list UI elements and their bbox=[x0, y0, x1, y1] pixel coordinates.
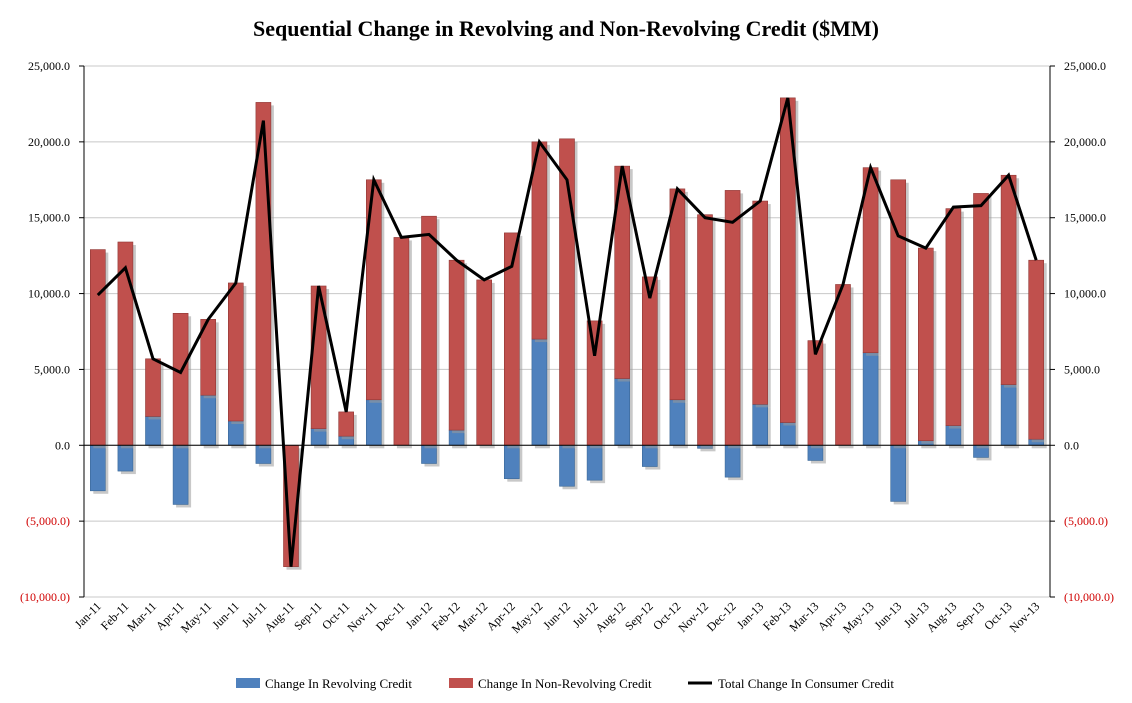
y-tick-label-left: (10,000.0) bbox=[20, 590, 70, 604]
bar-non-revolving bbox=[586, 320, 603, 446]
x-tick-label: Mar-13 bbox=[786, 599, 821, 634]
bar-revolving bbox=[90, 444, 106, 492]
x-tick-label: May-12 bbox=[509, 599, 546, 636]
y-tick-label-right: 10,000.0 bbox=[1064, 287, 1106, 301]
bar-non-revolving bbox=[752, 200, 769, 405]
x-tick-label: Sep-12 bbox=[622, 599, 656, 633]
x-tick-label: Nov-12 bbox=[675, 599, 711, 635]
y-tick-label-right: (10,000.0) bbox=[1064, 590, 1114, 604]
bar-non-revolving bbox=[807, 340, 824, 446]
bar-non-revolving bbox=[228, 282, 244, 422]
x-tick-label: Mar-11 bbox=[124, 599, 159, 634]
bar-non-revolving bbox=[724, 190, 741, 446]
bar-non-revolving bbox=[145, 358, 161, 417]
bar-revolving-shadow bbox=[700, 448, 716, 452]
y-tick-label-left: 10,000.0 bbox=[28, 287, 70, 301]
y-tick-label-left: 5,000.0 bbox=[34, 362, 70, 376]
bar-non-revolving bbox=[641, 276, 658, 446]
bar-non-revolving bbox=[1028, 259, 1044, 440]
x-tick-label: Jun-11 bbox=[209, 599, 242, 632]
x-tick-label: Aug-11 bbox=[262, 599, 298, 635]
x-tick-label: Jun-12 bbox=[540, 599, 573, 632]
x-tick-label: Dec-12 bbox=[704, 599, 739, 634]
legend-non-revolving-label: Change In Non-Revolving Credit bbox=[478, 676, 652, 691]
bar-revolving bbox=[559, 444, 575, 487]
x-tick-label: Nov-11 bbox=[344, 599, 380, 635]
x-tick-label: Jun-13 bbox=[871, 599, 904, 632]
x-tick-label: Mar-12 bbox=[455, 599, 490, 634]
x-tick-label: Feb-11 bbox=[98, 599, 132, 633]
bar-non-revolving bbox=[835, 284, 851, 446]
bar-non-revolving bbox=[476, 279, 493, 446]
bar-non-revolving bbox=[697, 214, 713, 446]
x-tick-label: Aug-12 bbox=[592, 599, 628, 635]
bar-revolving bbox=[228, 420, 244, 446]
bar-non-revolving bbox=[917, 247, 934, 442]
bar-non-revolving bbox=[393, 237, 410, 446]
x-tick-label: Jan-11 bbox=[72, 599, 104, 631]
x-tick-label: Jan-12 bbox=[403, 599, 436, 632]
legend-non-revolving-swatch bbox=[449, 678, 473, 688]
bar-revolving bbox=[752, 404, 769, 446]
x-tick-label: Aug-13 bbox=[924, 599, 960, 635]
bar-non-revolving bbox=[1000, 174, 1017, 385]
bar-revolving bbox=[724, 444, 741, 478]
bar-non-revolving bbox=[945, 208, 962, 426]
bar-non-revolving bbox=[172, 312, 189, 446]
y-tick-label-left: (5,000.0) bbox=[26, 514, 70, 528]
bar-revolving bbox=[669, 399, 686, 446]
y-tick-label-left: 0.0 bbox=[55, 438, 70, 452]
x-tick-label: May-11 bbox=[178, 599, 214, 635]
legend-revolving-label: Change In Revolving Credit bbox=[265, 676, 412, 691]
bar-non-revolving bbox=[421, 215, 437, 446]
bar-revolving bbox=[172, 444, 189, 505]
bar-revolving-shadow bbox=[921, 443, 937, 449]
bar-revolving bbox=[862, 352, 879, 446]
legend-total-label: Total Change In Consumer Credit bbox=[718, 676, 894, 691]
legend-revolving-swatch bbox=[236, 678, 260, 688]
y-tick-label-left: 20,000.0 bbox=[28, 135, 70, 149]
y-tick-label-right: 20,000.0 bbox=[1064, 135, 1106, 149]
bar-revolving bbox=[586, 444, 603, 481]
y-tick-label-right: 0.0 bbox=[1064, 438, 1079, 452]
y-tick-label-right: 5,000.0 bbox=[1064, 362, 1100, 376]
x-tick-label: Jan-13 bbox=[734, 599, 767, 632]
x-tick-label: May-13 bbox=[840, 599, 877, 636]
bar-revolving bbox=[1000, 384, 1017, 446]
y-tick-label-right: (5,000.0) bbox=[1064, 514, 1108, 528]
bar-revolving bbox=[531, 338, 548, 446]
y-tick-label-right: 25,000.0 bbox=[1064, 59, 1106, 73]
bar-non-revolving bbox=[973, 193, 989, 446]
x-tick-label: Sep-11 bbox=[291, 599, 325, 633]
bar-non-revolving bbox=[90, 249, 106, 446]
y-tick-label-left: 15,000.0 bbox=[28, 211, 70, 225]
chart-title: Sequential Change in Revolving and Non-R… bbox=[253, 16, 879, 41]
bar-non-revolving bbox=[338, 411, 355, 437]
bar-revolving bbox=[117, 444, 134, 472]
x-tick-label: Dec-11 bbox=[373, 599, 408, 634]
x-tick-label: Nov-13 bbox=[1006, 599, 1042, 635]
bar-revolving bbox=[200, 394, 216, 446]
bar-revolving bbox=[145, 416, 161, 446]
bar-non-revolving bbox=[669, 188, 686, 401]
bar-revolving bbox=[614, 378, 631, 446]
y-tick-label-left: 25,000.0 bbox=[28, 59, 70, 73]
bar-revolving bbox=[641, 444, 658, 467]
bar-revolving bbox=[890, 444, 907, 502]
total-credit-line bbox=[96, 97, 1038, 567]
bar-revolving bbox=[365, 399, 382, 446]
bar-revolving bbox=[503, 444, 520, 479]
bar-revolving bbox=[779, 422, 796, 446]
y-tick-label-right: 15,000.0 bbox=[1064, 211, 1106, 225]
bar-non-revolving bbox=[448, 259, 465, 431]
x-tick-label: Sep-13 bbox=[953, 599, 987, 633]
